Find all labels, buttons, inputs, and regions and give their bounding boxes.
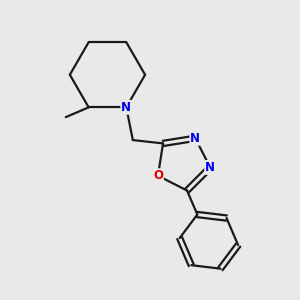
Text: N: N [205,161,215,174]
Text: N: N [121,101,131,114]
Text: O: O [153,169,163,182]
Text: N: N [190,132,200,145]
